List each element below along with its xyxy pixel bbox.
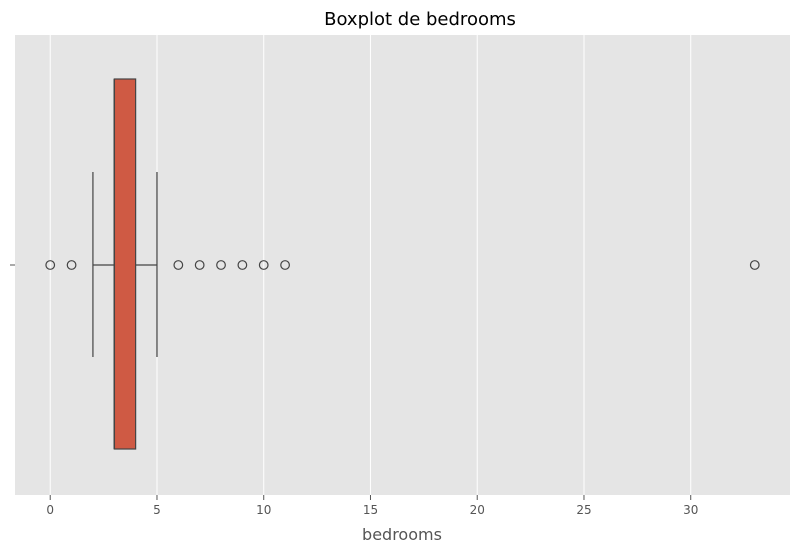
x-tick-label: 5: [153, 503, 161, 517]
outlier-point: [66, 260, 77, 270]
outlier-point: [216, 260, 226, 270]
outlier-point: [45, 260, 56, 270]
box: [113, 78, 137, 450]
outlier-point: [258, 260, 269, 270]
outlier-point: [749, 260, 760, 270]
x-tick-label: 0: [46, 503, 54, 517]
x-tick-label: 15: [363, 503, 378, 517]
outlier-point: [280, 260, 290, 270]
chart-title: Boxplot de bedrooms: [324, 9, 516, 30]
outlier-point: [173, 260, 184, 270]
x-tick-label: 20: [470, 503, 485, 517]
outlier-point: [237, 260, 248, 270]
boxplot: [92, 78, 158, 450]
x-tick-label: 30: [683, 503, 698, 517]
x-tick-label: 10: [256, 503, 271, 517]
outlier-point: [194, 260, 205, 270]
outlier-points: [45, 260, 760, 270]
x-ticks: 0 5 10 15 20 25 30: [46, 495, 698, 517]
x-axis-label: bedrooms: [362, 525, 442, 544]
x-tick-label: 25: [576, 503, 591, 517]
